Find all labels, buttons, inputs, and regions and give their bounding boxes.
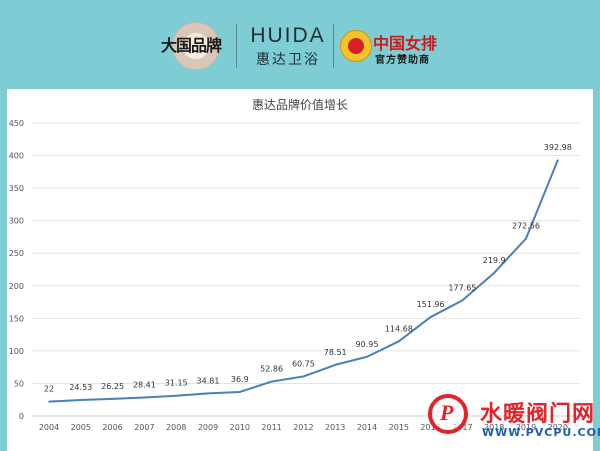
y-tick-label: 250 xyxy=(9,249,24,258)
chart-title: 惠达品牌价值增长 xyxy=(251,98,348,112)
x-tick-label: 2015 xyxy=(389,423,409,432)
data-label: 36.9 xyxy=(231,375,249,384)
watermark-text: 水暖阀门网 xyxy=(480,402,596,427)
x-tick-label: 2005 xyxy=(71,423,91,432)
data-label: 60.75 xyxy=(292,359,315,368)
data-point xyxy=(111,398,114,400)
x-tick-label: 2020 xyxy=(548,423,568,432)
team-sponsor-label: 官方赞助商 xyxy=(375,55,430,66)
y-tick-label: 300 xyxy=(9,217,24,226)
data-point xyxy=(48,400,50,403)
brand-header: 大国品牌 HUIDA 惠达卫浴 中国女排 官方赞助商 xyxy=(0,0,600,88)
data-point xyxy=(80,399,82,401)
x-tick-label: 2012 xyxy=(293,423,313,432)
site-watermark: P 水暖阀门网 WWW.PVCPU.COM xyxy=(420,392,600,451)
y-tick-label: 350 xyxy=(9,184,24,193)
y-tick-label: 50 xyxy=(14,379,24,388)
data-point xyxy=(239,391,241,393)
data-point xyxy=(525,237,527,240)
data-label: 31.15 xyxy=(165,379,188,388)
watermark-logo-icon: P xyxy=(428,394,468,434)
data-point xyxy=(302,375,305,378)
data-label: 90.95 xyxy=(356,340,379,349)
y-tick-label: 100 xyxy=(9,347,24,356)
data-label: 392.98 xyxy=(544,143,572,152)
data-label: 34.81 xyxy=(197,376,220,385)
seal-logo: 大国品牌 xyxy=(160,20,222,70)
x-tick-label: 2014 xyxy=(357,423,377,432)
chart-card xyxy=(7,89,593,451)
header-divider xyxy=(236,24,237,68)
data-point xyxy=(398,340,400,343)
data-point xyxy=(429,316,432,318)
data-point xyxy=(207,392,209,395)
data-label: 151.96 xyxy=(417,300,445,309)
seal-circle-icon xyxy=(172,22,220,70)
y-tick-label: 150 xyxy=(9,314,24,323)
x-tick-label: 2010 xyxy=(230,423,250,432)
data-label: 114.68 xyxy=(385,324,413,333)
x-tick-label: 2018 xyxy=(484,423,504,432)
y-tick-label: 400 xyxy=(9,152,24,161)
header-divider xyxy=(333,24,334,68)
data-point xyxy=(366,355,368,358)
data-label: 28.41 xyxy=(133,381,156,390)
data-point xyxy=(493,272,496,274)
y-tick-label: 200 xyxy=(9,282,24,291)
x-tick-label: 2008 xyxy=(166,423,186,432)
brand-name-cn: 惠达卫浴 xyxy=(256,52,320,68)
x-tick-label: 2004 xyxy=(39,423,59,432)
y-tick-label: 0 xyxy=(19,412,24,421)
data-label: 22 xyxy=(44,385,54,394)
data-label: 52.86 xyxy=(260,365,283,374)
data-point xyxy=(175,394,177,397)
x-tick-label: 2011 xyxy=(261,423,281,432)
data-label: 24.53 xyxy=(69,383,92,392)
x-tick-label: 2016 xyxy=(420,423,440,432)
x-tick-label: 2006 xyxy=(102,423,122,432)
data-label: 177.65 xyxy=(448,283,476,292)
data-label: 26.25 xyxy=(101,382,124,391)
x-tick-label: 2013 xyxy=(325,423,345,432)
brand-name-en: HUIDA xyxy=(250,24,326,47)
data-point xyxy=(334,364,337,366)
data-point xyxy=(143,396,146,399)
data-label: 272.56 xyxy=(512,222,540,231)
volleyball-logo-icon xyxy=(340,30,372,62)
data-point xyxy=(557,159,559,161)
x-tick-label: 2007 xyxy=(134,423,154,432)
x-tick-label: 2019 xyxy=(516,423,536,432)
seal-text: 大国品牌 xyxy=(160,36,222,55)
data-point xyxy=(461,299,464,302)
watermark-url: WWW.PVCPU.COM xyxy=(482,426,600,439)
team-name: 中国女排 xyxy=(373,34,438,53)
data-point xyxy=(270,380,273,383)
data-label: 78.51 xyxy=(324,348,347,357)
y-tick-label: 450 xyxy=(9,119,24,128)
x-tick-label: 2009 xyxy=(198,423,218,432)
data-label: 219.9 xyxy=(483,256,506,265)
